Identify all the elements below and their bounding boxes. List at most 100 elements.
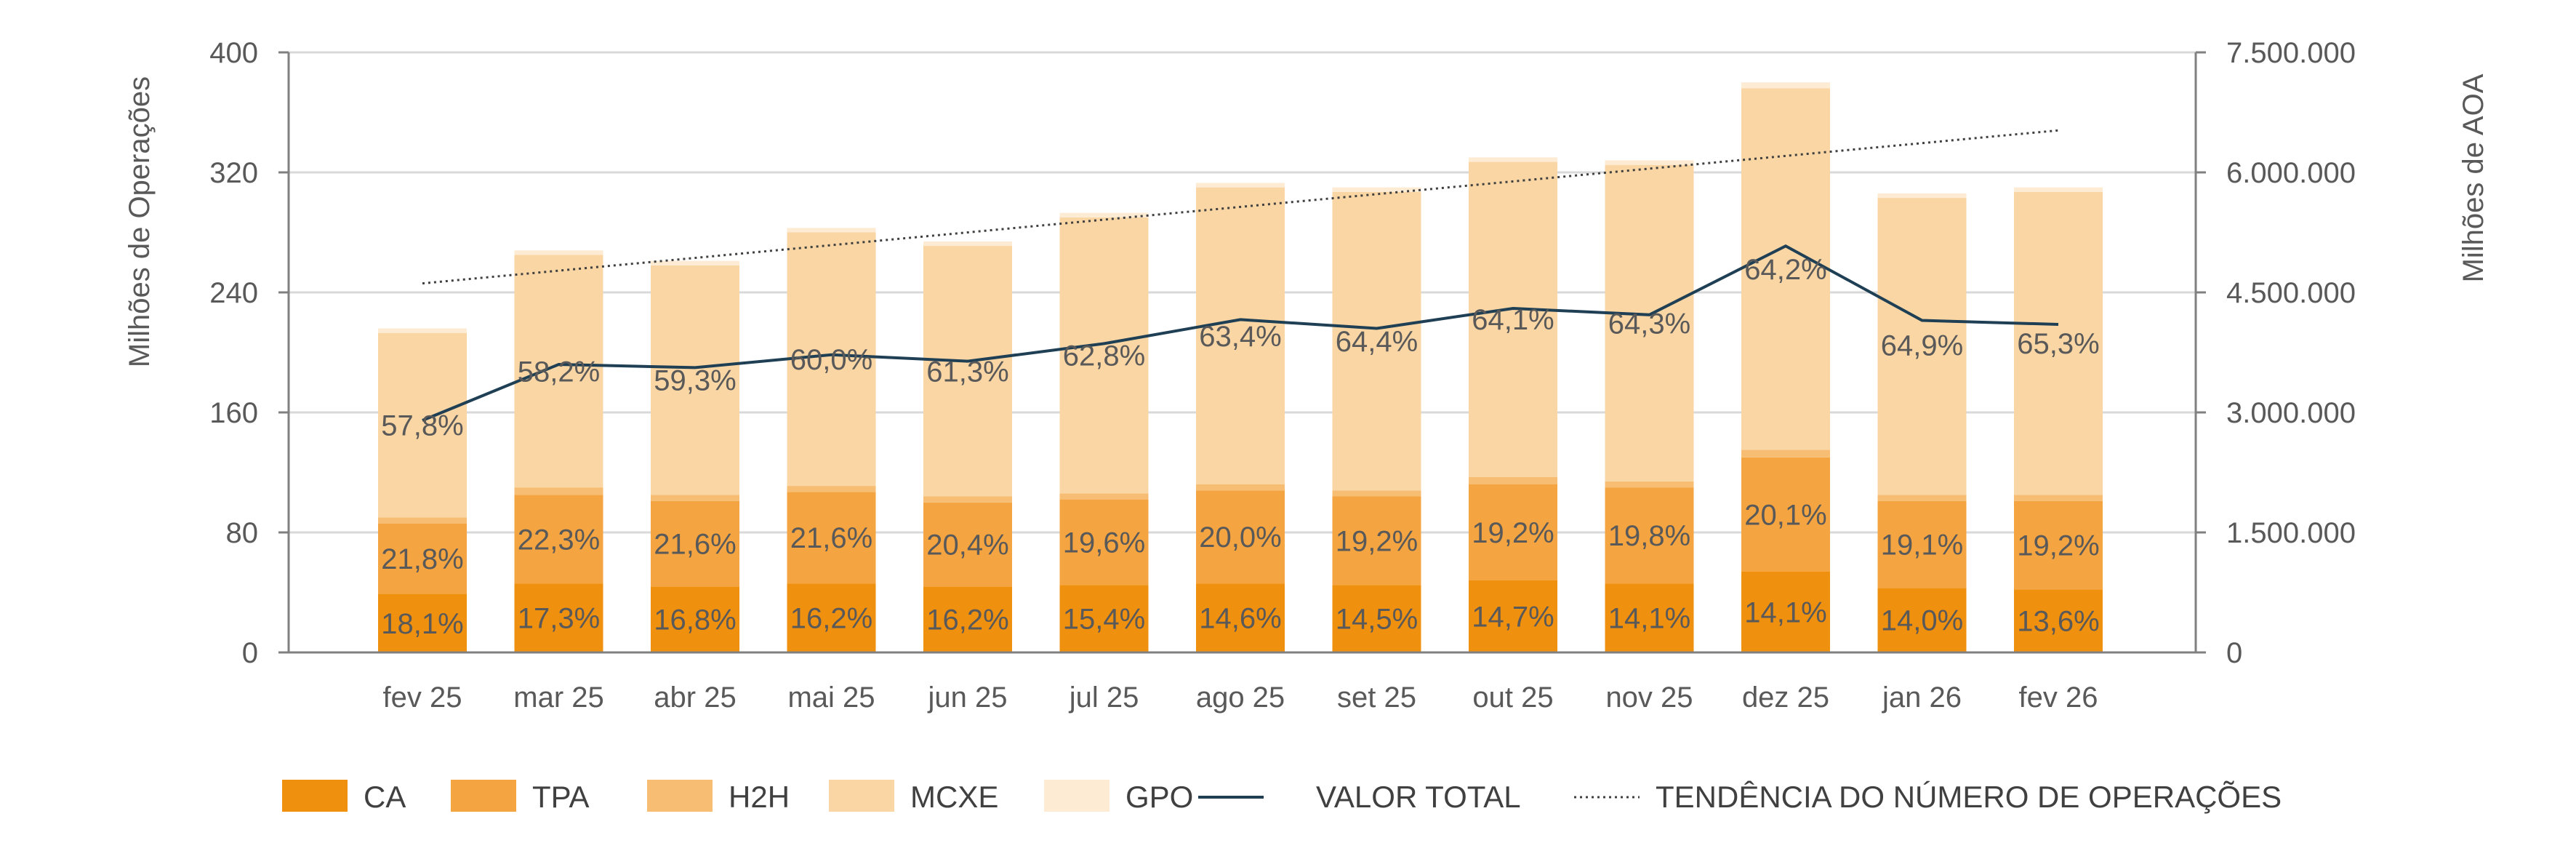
bar-h2h: [1877, 495, 1967, 501]
bar-h2h: [1605, 481, 1694, 488]
data-label-tpa: 20,1%: [1744, 499, 1826, 531]
data-label-mcxe: 57,8%: [381, 410, 463, 442]
data-label-ca: 16,8%: [654, 604, 736, 636]
bar-mcxe: [1196, 187, 1285, 484]
bar-tpa: [923, 502, 1012, 587]
y-tick-label-right: 3.000.000: [2226, 397, 2356, 429]
data-label-ca: 14,0%: [1881, 605, 1963, 637]
x-tick-label: jun 25: [928, 682, 1008, 714]
y-axis-title-left: Milhões de Operações: [124, 76, 156, 367]
legend-label-h2h: H2H: [729, 780, 790, 814]
data-label-ca: 16,2%: [790, 603, 872, 635]
bar-h2h: [1332, 490, 1421, 497]
legend-swatch-gpo: [1044, 780, 1110, 812]
bar-gpo: [2014, 187, 2103, 192]
x-tick-label: jul 25: [1069, 682, 1139, 714]
bar-ca: [1332, 585, 1421, 652]
bar-gpo: [1605, 160, 1694, 165]
bar-h2h: [2014, 495, 2103, 501]
bar-mcxe: [1605, 164, 1694, 482]
value-line-group: [422, 244, 2059, 422]
legend-label-gpo: GPO: [1126, 780, 1193, 814]
data-label-ca: 14,5%: [1336, 604, 1418, 636]
bar-mcxe: [787, 232, 876, 487]
trend-line: [422, 129, 2059, 285]
bar-tpa: [1059, 499, 1149, 586]
bar-ca: [651, 586, 739, 652]
legend-swatch-h2h: [647, 780, 713, 812]
y-tick-label-right: 0: [2226, 637, 2242, 669]
x-tick-label: dez 25: [1742, 682, 1829, 714]
data-labels: 18,1% 17,3% 16,8% 16,2% 16,2% 15,4% 14,6% 14,5%…: [381, 254, 2099, 640]
bar-ca: [514, 583, 603, 652]
x-tick-label: mar 25: [513, 682, 604, 714]
data-label-ca: 15,4%: [1063, 604, 1145, 636]
bar-ca: [1469, 580, 1557, 652]
legend-label-mcxe: MCXE: [910, 780, 998, 814]
data-label-mcxe: 64,1%: [1472, 304, 1554, 336]
bar-mcxe: [514, 255, 603, 488]
bar-h2h: [514, 487, 603, 495]
bar-tpa: [1877, 500, 1967, 588]
bar-tpa: [1196, 490, 1285, 584]
data-label-tpa: 21,6%: [654, 528, 736, 560]
y-tick-label-left: 0: [242, 637, 258, 669]
data-label-ca: 14,7%: [1472, 602, 1554, 634]
bar-tpa: [787, 492, 876, 584]
legend-swatch-mcxe: [829, 780, 894, 812]
x-tick-label: jan 26: [1882, 682, 1962, 714]
data-label-tpa: 19,6%: [1063, 527, 1145, 559]
bar-tpa: [1469, 484, 1557, 580]
bar-gpo: [1196, 183, 1285, 188]
bar-tpa: [1332, 496, 1421, 586]
bar-mcxe: [1469, 161, 1557, 477]
bar-gpo: [1741, 82, 1830, 89]
legend-swatch-ca: [282, 780, 348, 812]
data-label-tpa: 19,8%: [1608, 520, 1690, 552]
bar-gpo: [514, 250, 603, 255]
value-total-line: [422, 244, 2059, 422]
y-tick-label-right: 4.500.000: [2226, 277, 2356, 309]
bar-mcxe: [378, 332, 467, 518]
data-label-tpa: 19,2%: [1472, 517, 1554, 549]
bar-gpo: [787, 228, 876, 233]
bar-mcxe: [1332, 191, 1421, 491]
bar-ca: [1059, 585, 1149, 652]
y-tick-label-left: 400: [209, 37, 258, 69]
bar-tpa: [1741, 457, 1830, 572]
data-label-ca: 13,6%: [2017, 606, 2099, 638]
bar-h2h: [787, 486, 876, 492]
data-label-mcxe: 64,9%: [1881, 330, 1963, 362]
bar-mcxe: [1877, 198, 1967, 495]
data-label-mcxe: 58,2%: [518, 356, 600, 388]
bar-h2h: [1741, 450, 1830, 458]
bar-gpo: [378, 328, 467, 333]
y-tick-label-right: 6.000.000: [2226, 157, 2356, 189]
axes: 0 80 160 240 320 400 0 1.500.000 3.000.000 4.500.…: [209, 37, 2356, 714]
data-label-ca: 14,1%: [1608, 603, 1690, 635]
y-tick-label-left: 80: [226, 517, 259, 549]
bar-gpo: [651, 260, 739, 265]
legend-label-ca: CA: [364, 780, 406, 814]
bar-ca: [1741, 571, 1830, 652]
bar-ca: [378, 594, 467, 652]
data-label-tpa: 20,0%: [1199, 522, 1281, 554]
bar-tpa: [514, 495, 603, 584]
bar-ca: [1877, 588, 1967, 652]
x-tick-label: nov 25: [1605, 682, 1693, 714]
bar-mcxe: [651, 265, 739, 495]
x-tick-label: out 25: [1472, 682, 1553, 714]
trend-line-group: [422, 129, 2059, 285]
bar-ca: [787, 583, 876, 652]
bar-ca: [1605, 583, 1694, 652]
x-tick-label: fev 26: [2019, 682, 2098, 714]
bar-ca: [923, 586, 1012, 652]
data-label-ca: 14,1%: [1744, 596, 1826, 628]
data-label-tpa: 21,8%: [381, 543, 463, 575]
legend-label-value-total: VALOR TOTAL: [1316, 780, 1521, 814]
bar-mcxe: [1059, 217, 1149, 494]
bar-h2h: [651, 495, 739, 501]
data-label-mcxe: 63,4%: [1199, 321, 1281, 353]
data-label-tpa: 21,6%: [790, 522, 872, 554]
data-label-mcxe: 61,3%: [926, 356, 1008, 388]
